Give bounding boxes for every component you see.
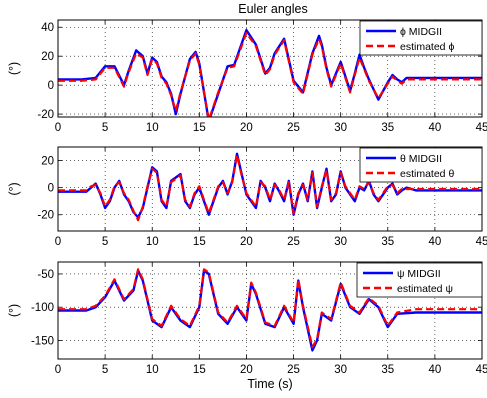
y-axis-label: (°) — [7, 304, 21, 317]
legend: ψ MIDGII estimated ψ — [356, 262, 483, 298]
y-tick-label: -50 — [37, 269, 54, 281]
x-tick-label: 10 — [146, 122, 159, 134]
x-tick-label: 15 — [193, 122, 206, 134]
legend-box — [359, 20, 483, 56]
x-tick-label: 5 — [102, 236, 108, 248]
legend: ϕ MIDGII estimated ϕ — [359, 20, 483, 56]
x-tick-label: 45 — [476, 236, 487, 248]
axes-frame — [57, 146, 483, 232]
axes-frame — [57, 19, 483, 118]
y-axis-label: (°) — [7, 182, 21, 195]
x-tick-label: 30 — [334, 122, 347, 134]
x-tick-label: 25 — [287, 364, 300, 376]
x-tick-label: 35 — [381, 364, 394, 376]
y-axis-label: (°) — [7, 62, 21, 75]
series-line-measured — [58, 152, 482, 219]
x-tick-label: 35 — [381, 122, 394, 134]
y-tick-label: 0 — [48, 183, 54, 195]
legend-label: θ MIDGII — [400, 153, 442, 165]
series-line-estimated — [58, 31, 482, 117]
x-tick-label: 10 — [146, 364, 159, 376]
x-tick-label: 30 — [334, 364, 347, 376]
x-tick-label: 15 — [193, 364, 206, 376]
figure-title: Euler angles — [238, 2, 308, 16]
y-tick-label: 40 — [41, 22, 54, 34]
y-tick-label: -100 — [31, 302, 54, 314]
x-tick-label: 0 — [55, 236, 61, 248]
x-tick-label: 0 — [55, 122, 61, 134]
x-tick-label: 35 — [381, 236, 394, 248]
y-tick-label: -20 — [37, 210, 54, 222]
x-axis-label: Time (s) — [247, 377, 292, 391]
legend-box — [359, 147, 483, 183]
x-tick-label: 5 — [102, 122, 108, 134]
x-tick-label: 30 — [334, 236, 347, 248]
y-tick-label: 20 — [41, 156, 54, 168]
legend: θ MIDGII estimated θ — [359, 147, 483, 183]
x-tick-label: 40 — [428, 122, 441, 134]
x-tick-label: 20 — [240, 236, 253, 248]
x-tick-label: 25 — [287, 122, 300, 134]
series-line-estimated — [58, 268, 482, 349]
legend-box — [356, 262, 483, 298]
y-tick-label: -20 — [37, 109, 54, 121]
x-tick-label: 5 — [102, 364, 108, 376]
y-tick-label: 20 — [41, 51, 54, 63]
series-line-estimated — [58, 154, 482, 222]
legend-label: ϕ MIDGII — [400, 26, 442, 38]
legend-label: estimated ϕ — [400, 41, 454, 53]
legend-label: ψ MIDGII — [397, 268, 441, 280]
legend-label: estimated ψ — [397, 283, 453, 295]
panel-2: 0 5 10 15 20 25 30 35 40 45 -20 0 20 (°) θ MIDGII estim… — [7, 146, 487, 248]
x-tick-label: 40 — [428, 364, 441, 376]
x-tick-label: 20 — [240, 364, 253, 376]
y-tick-label: 0 — [48, 80, 54, 92]
x-tick-label: 20 — [240, 122, 253, 134]
panel-3: 0 5 10 15 20 25 30 35 40 45 -150 -100 -50 (°) ψ MIDGII… — [7, 261, 487, 376]
y-tick-label: -150 — [31, 335, 54, 347]
axes-frame — [57, 261, 483, 360]
x-tick-label: 10 — [146, 236, 159, 248]
x-tick-label: 45 — [476, 364, 487, 376]
x-tick-label: 40 — [428, 236, 441, 248]
x-tick-label: 15 — [193, 236, 206, 248]
x-tick-label: 0 — [55, 364, 61, 376]
legend-label: estimated θ — [400, 168, 454, 180]
x-tick-label: 25 — [287, 236, 300, 248]
x-tick-label: 45 — [476, 122, 487, 134]
